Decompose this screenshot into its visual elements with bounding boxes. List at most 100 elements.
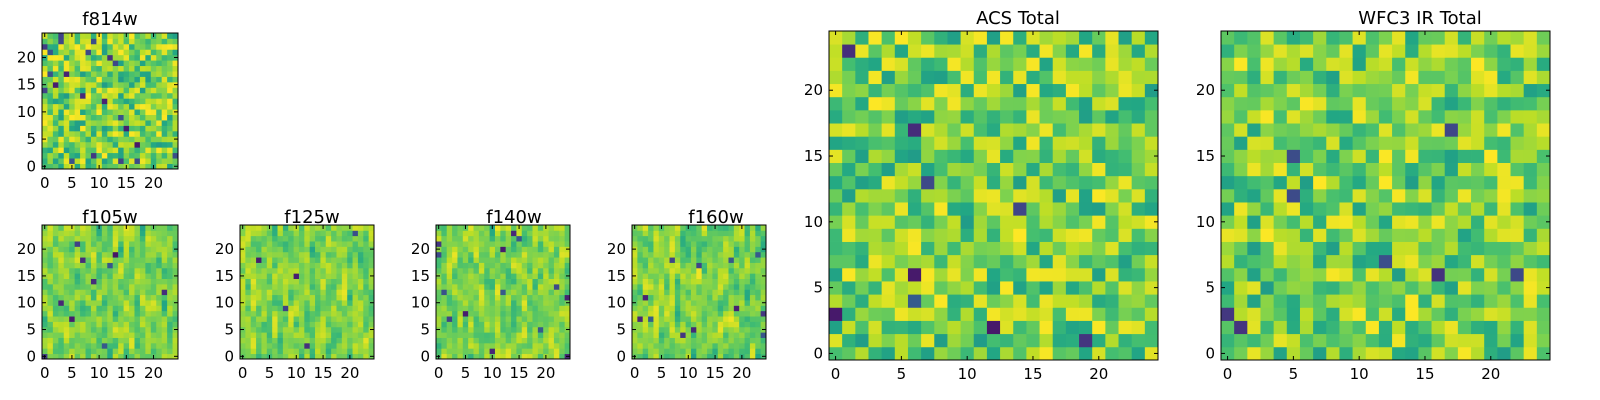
heatmap-cell [309, 262, 316, 269]
heatmap-cell [755, 316, 762, 322]
heatmap-cell [505, 262, 512, 269]
heatmap-cell [240, 262, 246, 269]
heatmap-cell [733, 342, 740, 349]
heatmap-cell [288, 332, 294, 338]
heatmap-cell [1365, 254, 1380, 269]
heatmap-cell [1118, 96, 1133, 111]
x-tick-label: 0 [1223, 365, 1233, 383]
heatmap-cell [96, 109, 103, 115]
heatmap-cell [1039, 281, 1054, 295]
heatmap-cell [145, 141, 152, 148]
heatmap-cell [543, 326, 549, 333]
heatmap-cell [760, 230, 767, 237]
heatmap-cell [749, 348, 756, 355]
heatmap-cell [1260, 307, 1275, 321]
heatmap-cell [696, 353, 703, 360]
heatmap-cell [921, 96, 935, 111]
heatmap-cell [457, 342, 464, 349]
heatmap-cell [320, 316, 327, 322]
heatmap-cell [47, 152, 54, 159]
heatmap-cell [707, 300, 713, 306]
heatmap-cell [1471, 149, 1485, 163]
heatmap-cell [107, 43, 114, 50]
heatmap-cell [1352, 228, 1367, 242]
heatmap-cell [1523, 136, 1538, 150]
heatmap-cell [516, 294, 523, 301]
heatmap-cell [1471, 162, 1485, 177]
heatmap-cell [336, 289, 343, 296]
heatmap-cell [723, 294, 729, 301]
heatmap-cell [63, 81, 70, 88]
heatmap-cell [728, 225, 735, 231]
heatmap-cell [685, 294, 692, 301]
heatmap-cell [150, 257, 157, 263]
heatmap-cell [452, 225, 458, 231]
heatmap-cell [156, 283, 163, 290]
heatmap-cell [90, 235, 97, 242]
heatmap-cell [723, 225, 729, 231]
heatmap-cell [172, 76, 179, 83]
heatmap-cell [760, 241, 767, 247]
heatmap-cell [553, 310, 560, 317]
heatmap-cell [637, 283, 644, 290]
heatmap-cell [1326, 333, 1340, 348]
heatmap-cell [1234, 136, 1248, 150]
heatmap-cell [85, 267, 92, 274]
heatmap-cell [1000, 294, 1014, 308]
heatmap-cell [85, 273, 92, 279]
heatmap-cell [733, 332, 740, 338]
heatmap-cell [894, 109, 909, 124]
heatmap-cell [1497, 228, 1511, 242]
heatmap-cell [240, 241, 246, 247]
heatmap-cell [1079, 44, 1093, 58]
heatmap-cell [685, 310, 692, 317]
heatmap-cell [637, 262, 644, 269]
heatmap-cell [658, 348, 665, 355]
heatmap-cell [1497, 254, 1511, 269]
heatmap-cell [118, 92, 124, 99]
heatmap-cell [309, 246, 316, 253]
heatmap-cell [1326, 215, 1340, 229]
heatmap-cell [42, 337, 48, 344]
heatmap-cell [107, 125, 114, 132]
heatmap-cell [664, 294, 670, 301]
heatmap-cell [69, 152, 76, 159]
heatmap-cell [648, 267, 654, 274]
x-tick-label: 15 [314, 364, 333, 382]
heatmap-cell [728, 332, 735, 338]
heatmap-cell [642, 273, 649, 279]
heatmap-cell [293, 321, 300, 328]
heatmap-cell [172, 310, 179, 317]
heatmap-cell [266, 305, 273, 312]
heatmap-cell [112, 348, 119, 355]
heatmap-cell [973, 254, 988, 269]
heatmap-cell [1431, 175, 1446, 190]
heatmap-cell [632, 262, 638, 269]
heatmap-cell [548, 353, 555, 360]
heatmap-cell [118, 246, 124, 253]
heatmap-cell [1079, 31, 1093, 45]
heatmap-cell [1247, 254, 1261, 269]
heatmap-cell [282, 235, 289, 242]
heatmap-cell [161, 87, 168, 94]
heatmap-cell [1523, 307, 1538, 321]
heatmap-cell [855, 44, 869, 58]
y-tick-label: 15 [411, 267, 430, 285]
heatmap-cell [733, 257, 740, 263]
heatmap-cell [123, 38, 130, 45]
heatmap-cell [516, 230, 523, 237]
heatmap-cell [74, 251, 81, 258]
heatmap-cell [921, 123, 935, 137]
heatmap-cell [1431, 281, 1446, 295]
heatmap-cell [47, 278, 54, 285]
heatmap-cell [282, 353, 289, 360]
heatmap-cell [881, 202, 896, 216]
heatmap-cell [1299, 123, 1314, 137]
heatmap-cell [42, 158, 48, 164]
heatmap-cell [129, 289, 135, 296]
heatmap-cell [478, 337, 485, 344]
heatmap-cell [1131, 294, 1146, 308]
heatmap-cell [69, 114, 76, 121]
heatmap-cell [112, 33, 119, 39]
